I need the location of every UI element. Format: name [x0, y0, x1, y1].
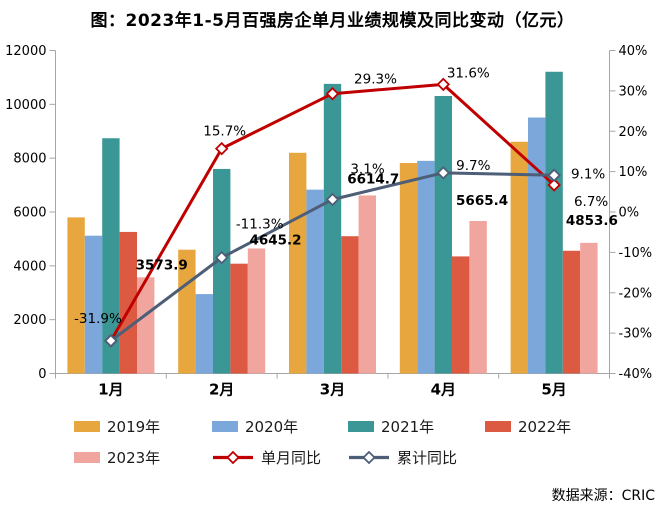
bar-2023年-4月: [469, 221, 487, 374]
right-axis-tick-label: 10%: [619, 165, 648, 180]
legend-item-2019: 2019年: [74, 416, 160, 437]
x-axis-category-label: 2月: [209, 381, 234, 399]
line-label-单月同比-4月: 31.6%: [447, 65, 490, 81]
trend-lines: -31.9% 15.7% 29.3% 31.6% 6.7% -11.3% 3.1% 9.7% 9…: [74, 65, 608, 348]
legend-item-2021: 2021年: [348, 416, 434, 437]
left-axis-tick-label: 12000: [5, 44, 46, 59]
right-axis-tick-label: -40%: [619, 367, 653, 382]
bar-2020年-1月: [84, 235, 103, 374]
right-axis-tick-label: 20%: [619, 125, 648, 140]
line-label-单月同比-1月: -31.9%: [74, 311, 122, 327]
bar-2020年-5月: [528, 117, 546, 374]
x-axis-category-label: 5月: [541, 381, 566, 399]
left-axis-tick-label: 6000: [13, 206, 46, 221]
legend-item-2023: 2023年: [74, 447, 160, 468]
right-axis-tick-label: 40%: [619, 44, 648, 59]
legend-item-monthly-yoy: 单月同比: [212, 447, 321, 468]
legend-item-2022: 2022年: [485, 416, 571, 437]
marker-单月同比-3月: [325, 86, 340, 101]
marker-单月同比-2月: [214, 141, 229, 156]
axes: 020004000600080001000012000-40%-30%-20%-…: [5, 44, 652, 399]
bar-label-2023年-5月: 4853.6: [566, 213, 618, 229]
marker-累计同比-1月: [104, 334, 118, 348]
bar-label-2023年-2月: 4645.2: [249, 232, 301, 248]
bar-2022年-1月: [119, 231, 137, 374]
marker-累计同比-5月: [547, 168, 561, 183]
line-label-累计同比-4月: 9.7%: [456, 158, 490, 174]
x-axis-category-label: 3月: [320, 381, 345, 399]
legend-label-2021: 2021年: [381, 418, 435, 436]
marker-累计同比-2月: [214, 250, 229, 265]
bar-label-2023年-4月: 5665.4: [456, 193, 508, 209]
bar-value-labels: 3573.9 4645.2 6614.7 5665.4 4853.6: [136, 171, 618, 273]
legend-swatch-2022: [485, 421, 511, 432]
left-axis-tick-label: 10000: [5, 98, 46, 113]
bar-2023年-2月: [247, 248, 266, 374]
bar-2023年-5月: [580, 242, 598, 374]
line-label-单月同比-3月: 29.3%: [354, 72, 397, 88]
x-axis-category-label: 4月: [431, 381, 456, 399]
right-axis-tick-label: -20%: [619, 286, 653, 301]
legend-label-2022: 2022年: [518, 418, 572, 436]
bar-2023年-1月: [137, 277, 155, 374]
right-axis-tick-label: -10%: [619, 246, 653, 261]
bar-2019年-4月: [399, 163, 418, 374]
legend-item-cumulative-yoy: 累计同比: [348, 447, 457, 468]
bar-label-2023年-3月: 6614.7: [347, 171, 399, 187]
bar-2020年-4月: [417, 160, 435, 374]
bar-2022年-4月: [452, 256, 470, 374]
marker-单月同比-5月: [547, 178, 561, 192]
bar-2021年-2月: [213, 168, 231, 374]
right-axis-tick-label: 30%: [619, 84, 648, 99]
cumulative-yoy-line-icon: [348, 451, 390, 464]
legend-item-2020: 2020年: [212, 416, 298, 437]
line-label-单月同比-5月: 6.7%: [574, 194, 608, 210]
legend-swatch-2021: [348, 421, 374, 432]
legend-swatch-2019: [74, 421, 100, 432]
bar-label-2023年-1月: 3573.9: [136, 257, 188, 273]
bars: [67, 71, 598, 374]
line-label-累计同比-5月: 9.1%: [571, 166, 605, 182]
monthly-yoy-line-icon: [212, 451, 254, 464]
data-source-note: 数据来源：CRIC: [551, 488, 655, 504]
bar-2021年-3月: [323, 83, 342, 374]
legend-label-2019: 2019年: [107, 418, 161, 436]
line-label-累计同比-2月: -11.3%: [236, 217, 284, 233]
bar-2020年-2月: [195, 294, 213, 374]
bar-2020年-3月: [306, 189, 324, 374]
legend-label-2023: 2023年: [107, 449, 161, 467]
bar-2023年-3月: [358, 195, 376, 374]
left-axis-tick-label: 2000: [13, 313, 46, 328]
marker-累计同比-3月: [325, 192, 340, 207]
x-axis-category-label: 1月: [98, 381, 123, 399]
legend-label-monthly-yoy: 单月同比: [261, 449, 322, 467]
bar-2021年-4月: [434, 95, 452, 374]
bar-2021年-5月: [545, 71, 563, 374]
marker-单月同比-4月: [436, 77, 451, 92]
legend-swatch-2023: [74, 452, 100, 463]
legend-swatch-2020: [212, 421, 238, 432]
bar-2022年-5月: [562, 250, 581, 374]
chart-title: 图：2023年1-5月百强房企单月业绩规模及同比变动（亿元）: [90, 11, 575, 31]
left-axis-tick-label: 4000: [13, 259, 46, 274]
right-axis-tick-label: 0%: [619, 206, 640, 221]
bar-2022年-3月: [341, 236, 359, 374]
bar-2019年-1月: [67, 217, 85, 374]
legend-label-cumulative-yoy: 累计同比: [397, 449, 458, 467]
right-axis-tick-label: -30%: [619, 327, 653, 342]
legend-label-2020: 2020年: [245, 418, 299, 436]
bar-2019年-3月: [289, 152, 307, 374]
bar-2019年-5月: [510, 141, 528, 374]
line-label-单月同比-2月: 15.7%: [203, 124, 246, 140]
marker-累计同比-4月: [436, 166, 451, 180]
bar-2022年-2月: [230, 263, 248, 374]
line-label-累计同比-3月: 3.1%: [350, 161, 384, 177]
left-axis-tick-label: 8000: [13, 152, 46, 167]
left-axis-tick-label: 0: [38, 367, 46, 382]
bar-2021年-1月: [102, 138, 120, 374]
